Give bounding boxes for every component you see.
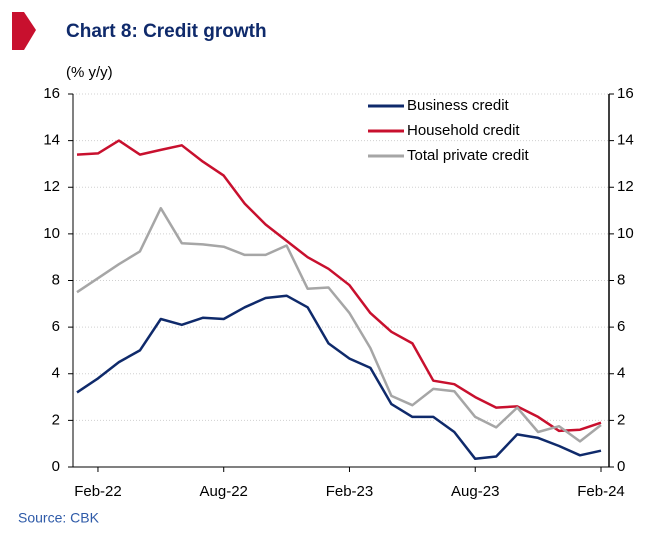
y2-tick-label: 10 bbox=[617, 225, 634, 242]
y2-tick-label: 0 bbox=[617, 458, 625, 475]
series-line bbox=[76, 139, 602, 433]
y2-tick-label: 16 bbox=[617, 85, 634, 102]
legend-label: Household credit bbox=[407, 122, 520, 139]
y-tick-label: 4 bbox=[52, 365, 60, 382]
y2-tick-label: 14 bbox=[617, 132, 634, 149]
y2-tick-label: 2 bbox=[617, 411, 625, 428]
legend-label: Total private credit bbox=[407, 147, 530, 164]
y-tick-label: 16 bbox=[43, 85, 60, 102]
y-tick-label: 0 bbox=[52, 458, 60, 475]
x-tick-label: Feb-22 bbox=[74, 483, 122, 500]
series-line bbox=[76, 294, 602, 461]
x-tick-label: Aug-22 bbox=[200, 483, 248, 500]
x-tick-label: Feb-23 bbox=[326, 483, 374, 500]
y-tick-label: 14 bbox=[43, 132, 60, 149]
legend-label: Business credit bbox=[407, 97, 510, 114]
y-tick-label: 10 bbox=[43, 225, 60, 242]
y2-tick-label: 12 bbox=[617, 178, 634, 195]
header-marker bbox=[12, 12, 36, 50]
y2-tick-label: 6 bbox=[617, 318, 625, 335]
x-tick-label: Feb-24 bbox=[577, 483, 625, 500]
x-tick-label: Aug-23 bbox=[451, 483, 499, 500]
y-tick-label: 2 bbox=[52, 411, 60, 428]
chart-title: Chart 8: Credit growth bbox=[66, 21, 267, 42]
y-axis-label: (% y/y) bbox=[66, 64, 113, 81]
y-tick-label: 12 bbox=[43, 178, 60, 195]
y2-tick-label: 8 bbox=[617, 271, 625, 288]
y-tick-label: 8 bbox=[52, 271, 60, 288]
series-line bbox=[76, 206, 602, 443]
source: Source: CBK bbox=[18, 510, 100, 526]
y2-tick-label: 4 bbox=[617, 365, 625, 382]
y-tick-label: 6 bbox=[52, 318, 60, 335]
